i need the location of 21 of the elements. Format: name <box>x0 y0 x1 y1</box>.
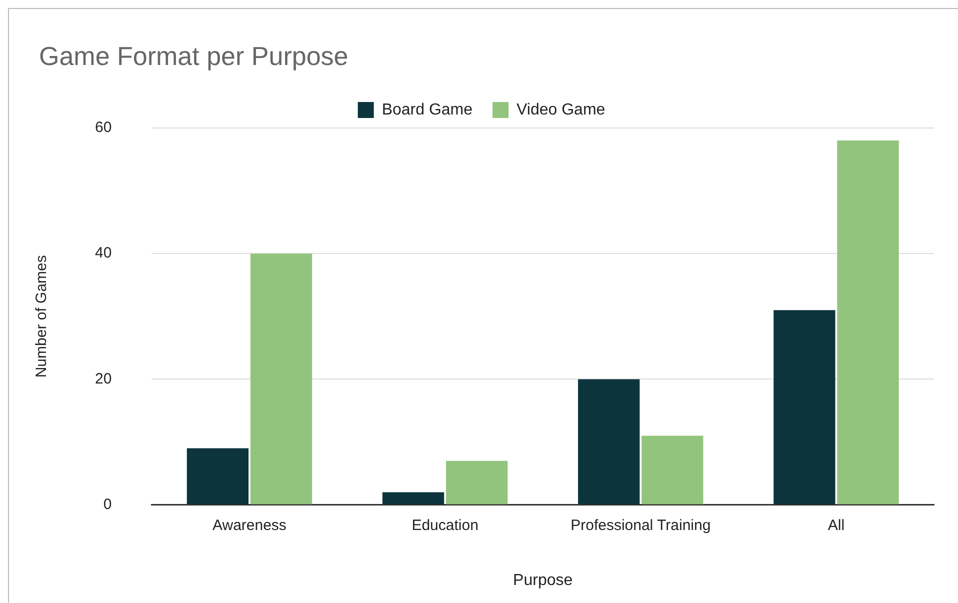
y-tick-label: 40 <box>94 244 112 262</box>
x-tick-label: Awareness <box>212 516 286 534</box>
legend-label: Board Game <box>382 101 473 118</box>
bar <box>446 460 508 504</box>
bar <box>382 492 444 504</box>
x-tick-label: All <box>828 516 845 534</box>
bar <box>250 254 312 504</box>
y-tick-label: 20 <box>94 370 112 388</box>
bar <box>837 140 899 504</box>
x-tick-label: Professional Training <box>570 516 711 534</box>
y-axis-title: Number of Games <box>33 255 50 378</box>
bar <box>186 448 249 504</box>
y-tick-label: 60 <box>94 119 112 136</box>
bar <box>774 310 836 504</box>
bar <box>578 379 640 504</box>
legend-label: Video Game <box>516 101 606 118</box>
x-axis-title: Purpose <box>513 572 573 589</box>
bar <box>642 436 704 504</box>
chart-title: Game Format per Purpose <box>39 41 348 72</box>
y-tick-label: 0 <box>103 496 112 513</box>
x-tick-label: Education <box>412 516 478 534</box>
